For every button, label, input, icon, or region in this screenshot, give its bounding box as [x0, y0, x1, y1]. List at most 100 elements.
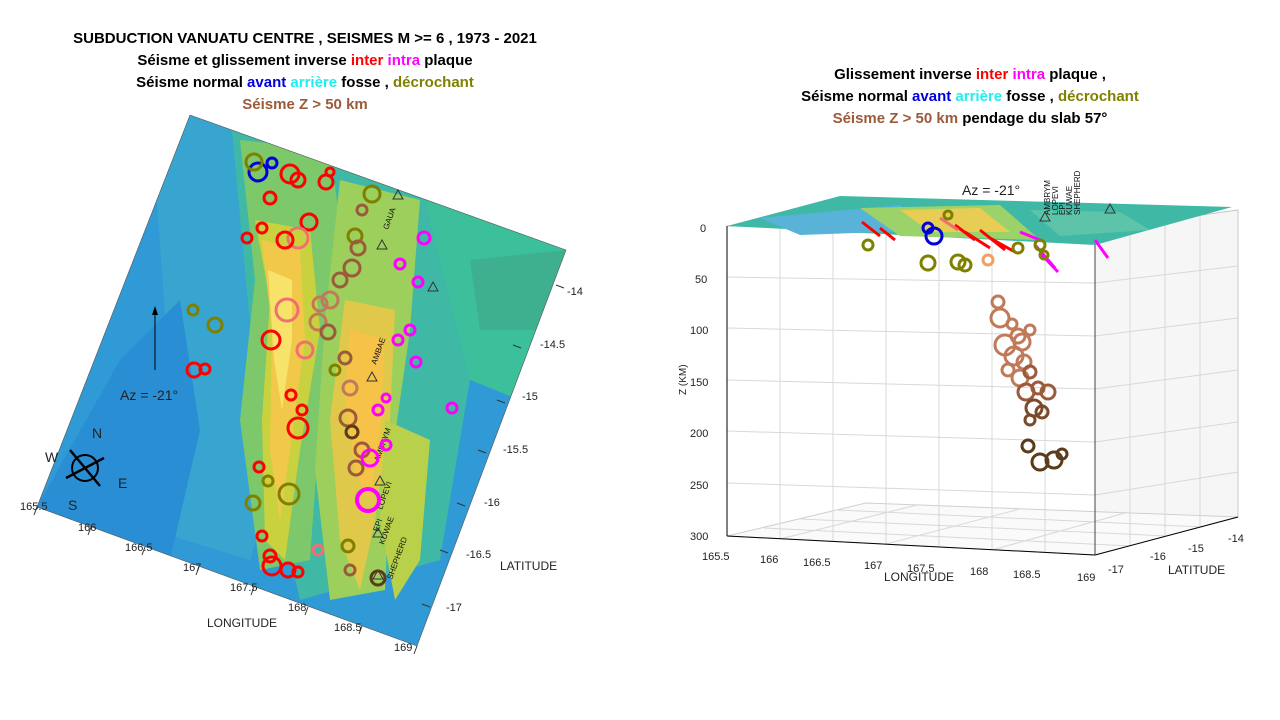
r-lon-tick-168: 168: [970, 566, 988, 578]
lon-tick-165-5: 165.5: [20, 501, 48, 513]
lon-tick-168: 168: [288, 602, 306, 614]
lat-tick-17: -17: [446, 602, 462, 614]
left-title-block: SUBDUCTION VANUATU CENTRE , SEISMES M >=…: [20, 28, 590, 116]
quake-decrochant: [261, 474, 275, 488]
quake-decrochant: [186, 303, 200, 317]
left-legend-deep: Séisme Z > 50 km: [242, 96, 368, 113]
quake-deep: [355, 203, 369, 217]
quake-intra: [409, 355, 423, 369]
left-longitude-label: LONGITUDE: [207, 616, 277, 630]
quake-deep: [337, 350, 353, 366]
quake-decrochant: [206, 316, 224, 334]
lon-tick-168-5: 168.5: [334, 622, 362, 634]
lat-tick-15-5: -15.5: [503, 444, 528, 456]
quake-decrochant: [346, 227, 364, 245]
right-latitude-label: LATITUDE: [1168, 563, 1225, 577]
right-longitude-label: LONGITUDE: [884, 570, 954, 584]
quake-deep: [341, 379, 359, 397]
r-volcano-markers: [1039, 202, 1116, 222]
top-bathymetry-slab: [727, 196, 1232, 245]
quake-intra: [411, 275, 425, 289]
quake-intra: [371, 403, 385, 417]
left-title-main: SUBDUCTION VANUATU CENTRE , SEISMES M >=…: [73, 30, 537, 47]
quake-inter: [255, 529, 269, 543]
quake-decrochant: [244, 494, 262, 512]
quake-inter: [279, 163, 301, 185]
quake-intra: [360, 448, 380, 468]
quake-deep: [320, 290, 340, 310]
quake-inter: [295, 340, 315, 360]
left-lat-ticks: [421, 284, 565, 608]
lat-tick-16-5: -16.5: [466, 549, 491, 561]
quake-intra: [391, 333, 405, 347]
quake-deep: [343, 563, 357, 577]
lon-tick-166-5: 166.5: [125, 542, 153, 554]
quake-deep: [338, 408, 358, 428]
quake-inter: [279, 561, 297, 579]
lat-tick-14-5: -14.5: [540, 339, 565, 351]
compass-s: S: [68, 497, 77, 513]
z-tick-250: 250: [690, 480, 708, 492]
quake-intra: [403, 323, 417, 337]
quake-decrochant: [340, 538, 356, 554]
quake-inter: [274, 297, 300, 323]
quake-intra: [445, 401, 459, 415]
r-lon-tick-167-5: 167.5: [907, 563, 935, 575]
quake-deep: [308, 312, 328, 332]
right-legend-line-inverse: Glissement inverse inter intra plaque ,: [834, 66, 1106, 83]
r-lat-tick-17: -17: [1108, 564, 1124, 576]
lat-tick-16: -16: [484, 497, 500, 509]
lon-tick-166: 166: [78, 522, 96, 534]
volcano-label-epi: EPI: [371, 517, 384, 532]
quake-deep: [347, 459, 365, 477]
r-volcano-kuwae: KUWAE: [1065, 186, 1074, 215]
quake-inter: [284, 388, 298, 402]
quake-inter: [289, 171, 307, 189]
bathymetry-map: [37, 115, 566, 646]
quake-decrochant: [277, 482, 301, 506]
legend-arriere: arrière: [290, 74, 338, 91]
quake-avant: [265, 156, 279, 170]
r-volcano-shepherd: SHEPHERD: [1073, 170, 1082, 215]
z-tick-100: 100: [690, 325, 708, 337]
deep-quake-markers: [989, 294, 1069, 472]
volcano-label-gaua: GAUA: [381, 206, 397, 231]
volcano-label-ambae: AMBAE: [369, 336, 387, 365]
quake-deep: [311, 295, 329, 313]
r-volcano-epi: EPI: [1058, 202, 1067, 215]
quake-inter: [255, 221, 269, 235]
volcano-label-ambrym: AMBRYM: [372, 426, 393, 462]
quake-decrochant: [244, 152, 264, 172]
right-legend-line-normal: Séisme normal avant arrière fosse , décr…: [801, 88, 1139, 105]
z-tick-200: 200: [690, 428, 708, 440]
quake-intra: [355, 487, 381, 513]
left-lon-ticks: [33, 506, 418, 655]
quake-intra: [379, 438, 393, 452]
lon-tick-167: 167: [183, 562, 201, 574]
quake-inter: [240, 231, 254, 245]
quake-intra: [380, 392, 392, 404]
quake-deep: [353, 441, 371, 459]
shallow-quake-markers: [861, 209, 1110, 274]
box-edges: [726, 226, 1239, 556]
quake-deep: [349, 239, 367, 257]
legend-decrochant: décrochant: [392, 74, 474, 91]
legend-intra: intra: [387, 52, 421, 69]
quake-inter: [275, 230, 295, 250]
quake-inter: [317, 173, 335, 191]
lon-tick-167-5: 167.5: [230, 582, 258, 594]
azimuth-arrow: [152, 306, 158, 370]
r-volcano-lopevi: LOPEVI: [1051, 186, 1060, 215]
legend-avant: avant: [247, 74, 287, 91]
r-lon-tick-168-5: 168.5: [1013, 569, 1041, 581]
volcano-markers: [366, 188, 439, 580]
quake-inter: [261, 555, 283, 577]
z-axis-label: Z (KM): [678, 364, 689, 395]
r-lat-tick-14: -14: [1228, 533, 1244, 545]
z-tick-150: 150: [690, 377, 708, 389]
quake-inter: [260, 329, 282, 351]
quake-inter: [286, 416, 310, 440]
z-tick-0: 0: [700, 223, 706, 235]
right-legend-deep: Séisme Z > 50 km pendage du slab 57°: [832, 110, 1108, 127]
volcano-label-kuwae: KUWAE: [377, 515, 395, 545]
